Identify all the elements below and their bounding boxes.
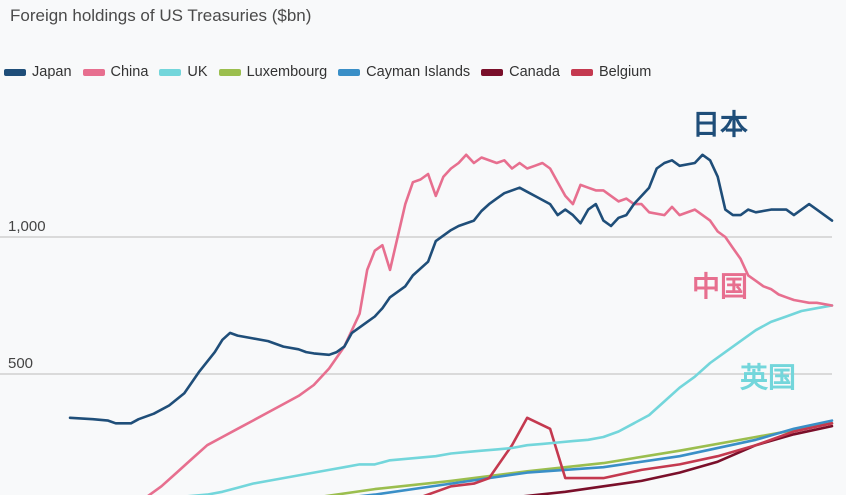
legend-swatch bbox=[481, 68, 504, 76]
legend-item-japan: Japan bbox=[4, 64, 72, 80]
legend-item-luxembourg: Luxembourg bbox=[218, 64, 328, 80]
legend-swatch bbox=[338, 68, 361, 76]
legend-swatch bbox=[218, 68, 241, 76]
legend-swatch bbox=[82, 68, 105, 76]
series-line-canada bbox=[523, 424, 834, 495]
legend-label: China bbox=[110, 64, 149, 80]
legend-item-belgium: Belgium bbox=[570, 64, 652, 80]
legend-label: Japan bbox=[32, 64, 72, 80]
legend-swatch bbox=[570, 68, 593, 76]
series-line-luxembourg bbox=[324, 421, 834, 495]
legend-item-uk: UK bbox=[159, 64, 208, 80]
series-lines bbox=[68, 153, 834, 495]
annotation-label: 日本 bbox=[692, 108, 748, 141]
legend-label: Luxembourg bbox=[246, 64, 328, 80]
series-line-belgium bbox=[422, 416, 834, 495]
legend-label: UK bbox=[187, 64, 208, 80]
annotation-label: 英国 bbox=[740, 361, 796, 394]
legend-item-canada: Canada bbox=[481, 64, 560, 80]
legend-swatch bbox=[4, 68, 26, 76]
annotation-label: 中国 bbox=[692, 270, 748, 303]
legend-swatch bbox=[159, 68, 182, 76]
chart-legend: Japan China UK Luxembourg Cayman Islands Cana… bbox=[4, 64, 662, 80]
chart-title: Foreign holdings of US Treasuries ($bn) bbox=[10, 6, 312, 25]
legend-label: Belgium bbox=[598, 64, 652, 80]
y-tick-label: 500 bbox=[8, 355, 33, 372]
y-tick-label: 1,000 bbox=[8, 218, 46, 235]
series-line-uk bbox=[187, 304, 834, 495]
legend-item-cayman-islands: Cayman Islands bbox=[338, 64, 470, 80]
y-tick-labels: 500 1,000 bbox=[8, 218, 46, 372]
series-line-cayman-islands bbox=[358, 419, 834, 495]
series-line-china bbox=[147, 153, 834, 495]
series-line-japan bbox=[68, 153, 834, 425]
gridlines bbox=[0, 236, 832, 375]
legend-label: Cayman Islands bbox=[366, 64, 471, 80]
legend-label: Canada bbox=[509, 64, 560, 80]
legend-item-china: China bbox=[82, 64, 149, 80]
